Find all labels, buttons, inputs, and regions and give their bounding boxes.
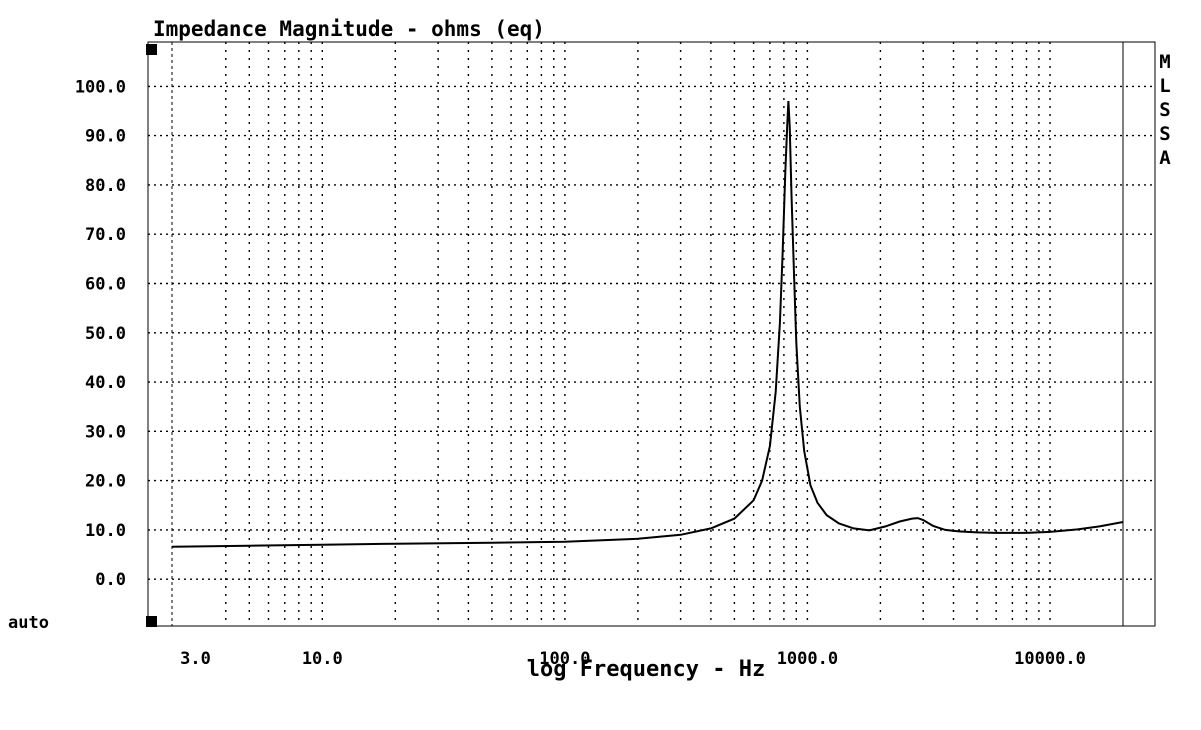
plot-frame <box>147 41 1156 627</box>
x-tick-labels: 3.0 10.0 100.0 1000.0 10000.0 <box>180 649 1086 669</box>
y-tick-label-5: 50.0 <box>85 324 126 344</box>
y-tick-label-4: 60.0 <box>85 275 126 295</box>
x-tick-label-0: 3.0 <box>180 649 211 669</box>
y-tick-label-8: 20.0 <box>85 472 126 492</box>
side-label-letter-4: A <box>1159 147 1171 169</box>
y-tick-label-6: 40.0 <box>85 373 126 393</box>
x-axis-label: log Frequency - Hz <box>527 657 765 682</box>
side-label-letter-2: S <box>1159 99 1170 121</box>
x-tick-label-4: 10000.0 <box>1014 649 1086 669</box>
y-tick-label-0: 100.0 <box>75 77 126 97</box>
side-label-letter-1: L <box>1159 75 1170 97</box>
y-tick-label-2: 80.0 <box>85 176 126 196</box>
y-tick-label-10: 0.0 <box>95 570 126 590</box>
y-tick-label-9: 10.0 <box>85 521 126 541</box>
bottom-cursor-marker[interactable] <box>146 616 157 627</box>
x-tick-label-1: 10.0 <box>302 649 343 669</box>
x-tick-label-3: 1000.0 <box>777 649 838 669</box>
side-label-letter-0: M <box>1159 51 1170 73</box>
chart-title: Impedance Magnitude - ohms (eq) <box>153 17 545 41</box>
grid-lines <box>148 42 1155 626</box>
y-auto-label: auto <box>8 613 49 633</box>
x-tick-label-2: 100.0 <box>539 649 590 669</box>
impedance-curve <box>171 101 1124 548</box>
side-label-letter-3: S <box>1159 123 1170 145</box>
y-tick-label-3: 70.0 <box>85 225 126 245</box>
y-tick-label-7: 30.0 <box>85 422 126 442</box>
y-tick-label-1: 90.0 <box>85 127 126 147</box>
top-cursor-marker[interactable] <box>146 44 157 55</box>
y-tick-labels: 100.0 90.0 80.0 70.0 60.0 50.0 40.0 30.0 20.0 10.… <box>75 77 126 590</box>
